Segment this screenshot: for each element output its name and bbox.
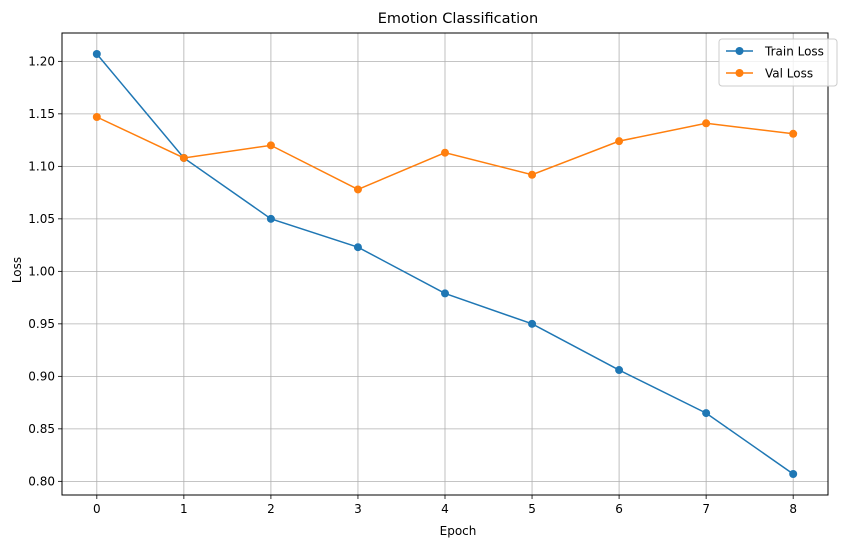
data-point-val-loss <box>179 153 188 162</box>
legend-marker-train-loss <box>735 47 744 55</box>
y-tick-label: 1.10 <box>28 159 55 173</box>
data-point-train-loss <box>441 289 449 298</box>
x-tick-label: 4 <box>441 502 449 516</box>
y-axis-label: Loss <box>10 257 24 283</box>
x-axis-label: Epoch <box>440 524 477 538</box>
data-point-train-loss <box>353 243 362 252</box>
legend-marker-val-loss <box>735 69 744 77</box>
y-tick-label: 0.80 <box>28 474 55 488</box>
legend-label-train-loss: Train Loss <box>764 45 824 59</box>
x-tick-label: 8 <box>789 502 797 516</box>
y-tick-label: 0.90 <box>28 369 55 383</box>
x-tick-label: 6 <box>615 502 623 516</box>
series-val-loss <box>92 113 798 194</box>
data-point-train-loss <box>615 366 624 375</box>
y-tick-label: 0.95 <box>28 317 55 331</box>
grid <box>62 33 828 495</box>
data-point-train-loss <box>528 319 537 328</box>
data-point-val-loss <box>266 141 275 150</box>
x-tick-label: 3 <box>354 502 362 516</box>
y-tick-label: 1.20 <box>28 54 55 68</box>
data-point-train-loss <box>92 50 101 58</box>
data-point-train-loss <box>789 470 798 478</box>
y-tick-label: 1.05 <box>28 212 55 226</box>
data-point-val-loss <box>441 148 449 157</box>
x-axis: 0 1 2 3 4 5 6 7 8 <box>93 495 797 516</box>
x-tick-label: 1 <box>180 502 188 516</box>
y-tick-label: 1.00 <box>28 264 55 278</box>
data-point-val-loss <box>789 129 798 138</box>
x-tick-label: 0 <box>93 502 101 516</box>
y-tick-label: 0.85 <box>28 422 55 436</box>
data-point-val-loss <box>353 185 362 194</box>
data-point-val-loss <box>702 119 711 128</box>
y-axis: 0.80 0.85 0.90 0.95 1.00 1.05 1.10 1.15 1.20 <box>28 54 62 488</box>
data-point-val-loss <box>92 113 101 121</box>
data-point-val-loss <box>615 137 624 146</box>
x-tick-label: 7 <box>702 502 710 516</box>
data-point-train-loss <box>266 214 275 223</box>
x-tick-label: 2 <box>267 502 275 516</box>
chart-title: Emotion Classification <box>378 11 538 27</box>
x-tick-label: 5 <box>528 502 536 516</box>
legend-label-val-loss: Val Loss <box>765 67 813 81</box>
series-layer <box>92 50 798 478</box>
legend: Train Loss Val Loss <box>718 38 838 87</box>
data-point-val-loss <box>528 170 537 179</box>
y-tick-label: 1.15 <box>28 107 55 121</box>
data-point-train-loss <box>702 409 711 418</box>
